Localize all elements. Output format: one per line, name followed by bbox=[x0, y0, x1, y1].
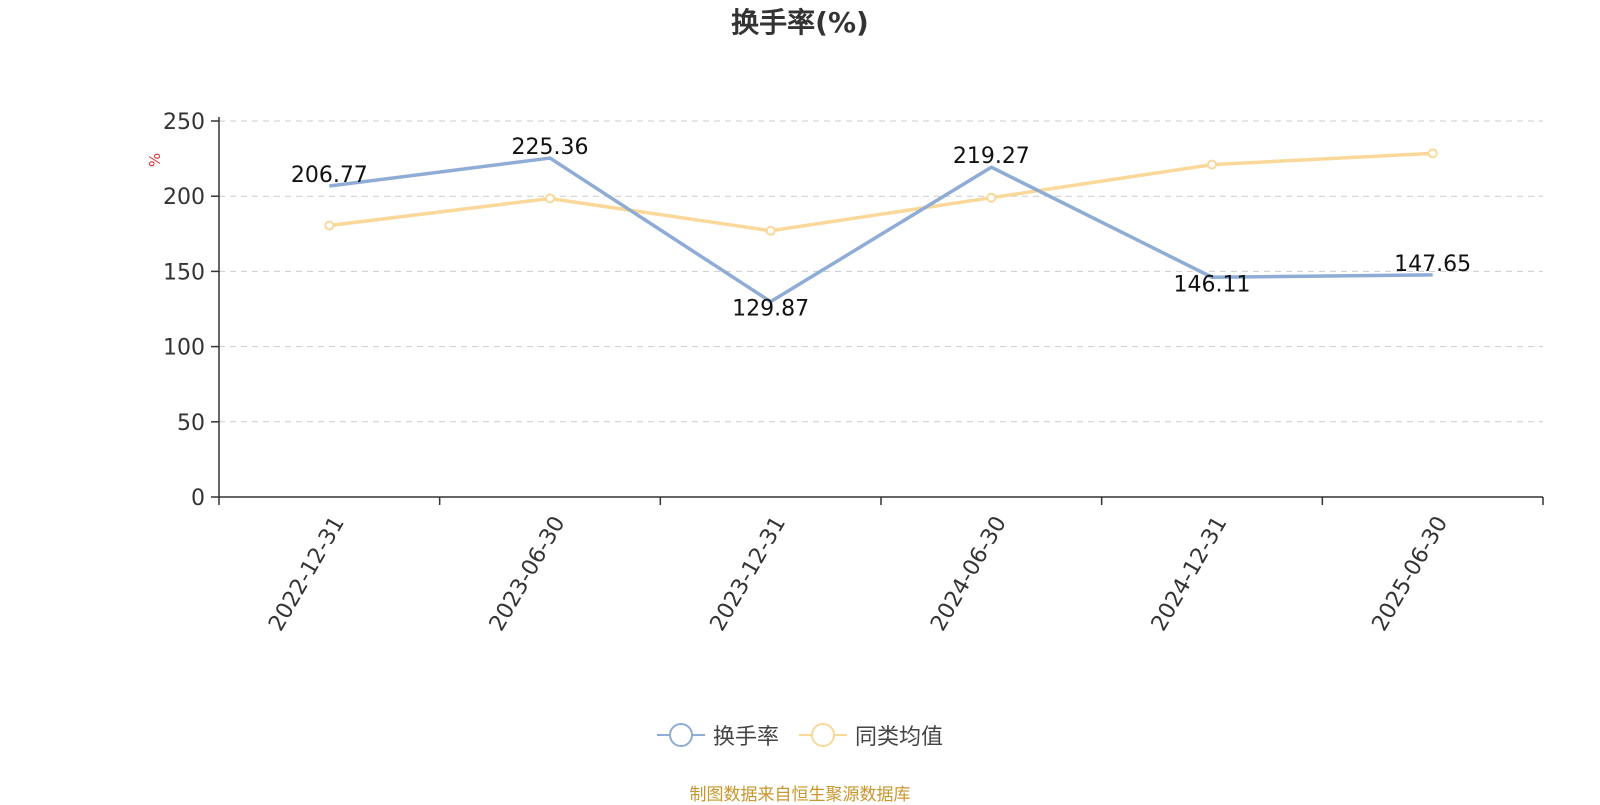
data-label: 219.27 bbox=[953, 144, 1030, 169]
series-line bbox=[329, 151, 1433, 233]
y-tick-label: 200 bbox=[163, 185, 205, 210]
x-tick-label: 2025-06-30 bbox=[1368, 512, 1454, 635]
series-point bbox=[986, 192, 997, 203]
series-point bbox=[545, 193, 555, 204]
legend-item[interactable]: 换手率 bbox=[656, 719, 779, 751]
x-tick-label: 2024-12-31 bbox=[1147, 512, 1233, 635]
series-point bbox=[324, 220, 335, 231]
source-note: 制图数据来自恒生聚源数据库 bbox=[689, 785, 911, 805]
series-point bbox=[1427, 148, 1438, 159]
x-tick-label: 2024-06-30 bbox=[926, 512, 1012, 635]
x-tick-label: 2023-12-31 bbox=[706, 512, 792, 635]
y-axis-label: % bbox=[146, 153, 164, 167]
chart-legend: 换手率 同类均值 bbox=[0, 719, 1600, 751]
x-tick-label: 2023-06-30 bbox=[485, 512, 571, 635]
legend-marker-icon bbox=[656, 723, 705, 747]
legend-item[interactable]: 同类均值 bbox=[799, 719, 943, 751]
data-label: 225.36 bbox=[512, 135, 589, 160]
y-tick-label: 50 bbox=[177, 411, 205, 436]
y-tick-label: 150 bbox=[163, 260, 205, 285]
legend-label: 同类均值 bbox=[855, 725, 944, 750]
data-label: 146.11 bbox=[1174, 272, 1251, 297]
data-label: 206.77 bbox=[291, 163, 368, 188]
series-line bbox=[329, 156, 1433, 304]
y-tick-label: 0 bbox=[191, 486, 205, 511]
legend-marker-icon bbox=[799, 723, 847, 747]
series-point bbox=[765, 225, 776, 236]
series-point bbox=[1207, 159, 1217, 170]
y-tick-label: 100 bbox=[163, 336, 205, 361]
y-tick-label: 250 bbox=[163, 110, 205, 135]
chart-title: 换手率(%) bbox=[731, 6, 869, 39]
x-tick-label: 2022-12-31 bbox=[264, 512, 350, 635]
data-label: 147.65 bbox=[1394, 252, 1471, 277]
data-label: 129.87 bbox=[732, 297, 809, 322]
legend-label: 换手率 bbox=[712, 725, 779, 750]
